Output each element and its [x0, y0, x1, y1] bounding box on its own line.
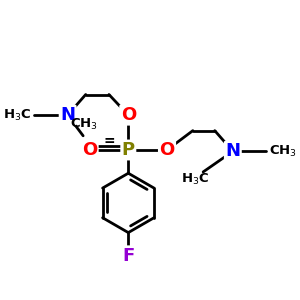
Text: N: N	[60, 106, 75, 124]
Text: CH$_3$: CH$_3$	[70, 117, 98, 132]
Text: H$_3$C: H$_3$C	[3, 108, 32, 123]
Text: CH$_3$: CH$_3$	[269, 144, 297, 159]
Text: O: O	[159, 141, 175, 159]
Text: O: O	[121, 106, 136, 124]
Text: H$_3$C: H$_3$C	[181, 172, 209, 187]
Text: O: O	[82, 141, 97, 159]
Text: N: N	[225, 142, 240, 160]
Text: =: =	[103, 134, 115, 148]
Text: P: P	[122, 141, 135, 159]
Text: F: F	[122, 247, 134, 265]
